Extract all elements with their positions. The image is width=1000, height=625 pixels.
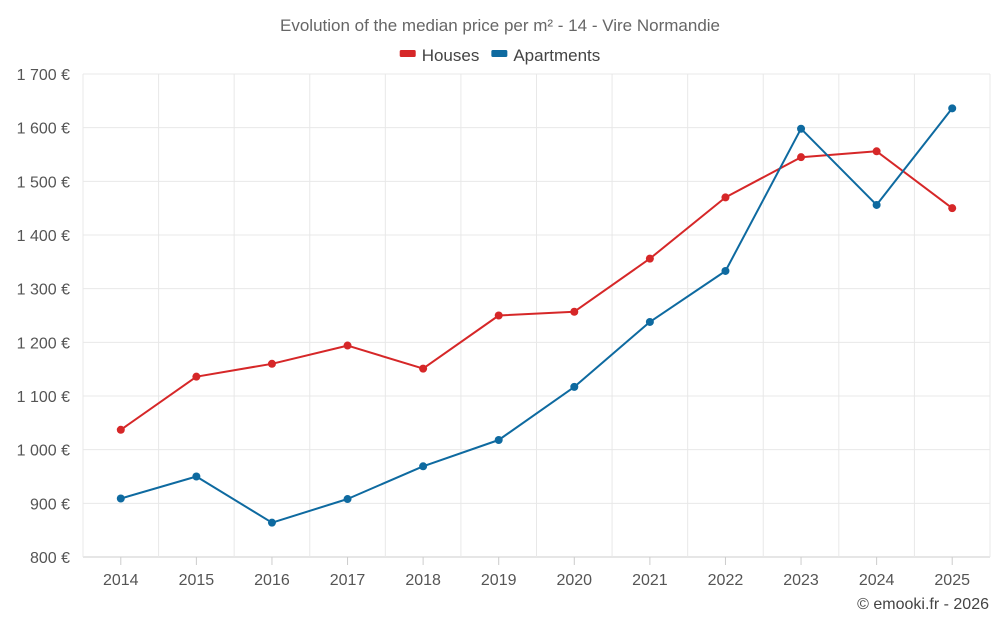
data-point-apartments [721,266,730,275]
y-axis: 800 € 900 € 1 000 € 1 100 € 1 200 € 1 300 € 1 … [17,67,70,567]
x-tick-label: 2021 [632,572,668,589]
data-point-houses [192,372,201,381]
data-point-apartments [343,495,352,504]
legend-swatch-houses [399,50,416,57]
y-tick-label: 1 100 € [17,389,70,406]
y-tick-label: 1 200 € [17,335,70,352]
gridlines [82,73,991,558]
data-point-apartments [570,382,579,391]
data-point-houses [494,311,503,320]
credit-text: © emooki.fr - 2026 [857,596,989,613]
legend-label: Apartments [513,46,600,65]
y-tick-label: 1 300 € [17,282,70,299]
x-axis: 2014 2015 2016 2017 2018 2019 2020 2021 2022 2023… [103,557,970,589]
x-tick-label: 2024 [859,572,895,589]
data-point-houses [872,147,881,156]
data-point-apartments [948,104,957,113]
data-point-apartments [192,472,201,481]
series-line-houses [120,150,953,431]
legend-label: Houses [422,46,480,65]
x-tick-label: 2014 [103,572,139,589]
y-tick-label: 1 700 € [17,67,70,84]
x-tick-label: 2016 [254,572,290,589]
data-point-apartments [872,200,881,209]
data-point-apartments [494,436,503,445]
x-tick-label: 2015 [179,572,215,589]
data-point-houses [419,364,428,373]
data-point-houses [343,341,352,350]
x-tick-label: 2017 [330,572,366,589]
data-point-houses [570,307,579,316]
y-tick-label: 1 600 € [17,121,70,138]
x-tick-label: 2019 [481,572,517,589]
legend: Houses Apartments [399,46,600,65]
y-tick-label: 900 € [30,496,70,513]
y-tick-label: 800 € [30,550,70,567]
y-tick-label: 1 000 € [17,443,70,460]
data-point-apartments [419,462,428,471]
series-layer [116,104,957,527]
x-tick-label: 2018 [405,572,441,589]
data-point-houses [116,425,125,434]
data-point-apartments [267,518,276,527]
data-point-apartments [797,124,806,133]
legend-swatch-apartments [491,50,508,57]
data-point-apartments [116,494,125,503]
data-point-houses [645,254,654,263]
x-tick-label: 2025 [934,572,970,589]
y-tick-label: 1 500 € [17,174,70,191]
data-point-apartments [645,317,654,326]
series-line-apartments [120,107,953,524]
x-tick-label: 2020 [556,572,592,589]
data-point-houses [948,204,957,213]
x-tick-label: 2022 [708,572,744,589]
data-point-houses [721,193,730,202]
y-tick-label: 1 400 € [17,228,70,245]
data-point-houses [797,153,806,162]
x-tick-label: 2023 [783,572,819,589]
data-point-houses [267,359,276,368]
chart-title: Evolution of the median price per m² - 1… [280,16,720,35]
